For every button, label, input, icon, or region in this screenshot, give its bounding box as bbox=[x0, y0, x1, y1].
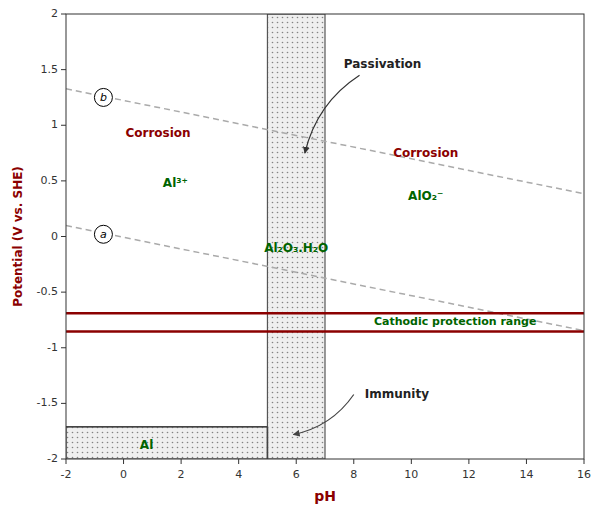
x-tick bbox=[468, 459, 469, 464]
y-tick-label: -1.5 bbox=[37, 396, 58, 409]
y-tick-label: 1.5 bbox=[41, 63, 59, 76]
y-tick bbox=[61, 347, 66, 348]
x-tick bbox=[584, 459, 585, 464]
x-tick-label: 0 bbox=[120, 468, 127, 481]
region-hatch bbox=[66, 427, 267, 459]
x-tick bbox=[123, 459, 124, 464]
page: {"chart_data": { "type": "line", "xlabel… bbox=[0, 0, 600, 511]
x-tick bbox=[411, 459, 412, 464]
x-tick-label: 8 bbox=[350, 468, 357, 481]
line-tag-label: b bbox=[100, 91, 107, 104]
y-tick bbox=[61, 180, 66, 181]
y-tick-label: 0.5 bbox=[41, 174, 59, 187]
y-tick bbox=[61, 403, 66, 404]
x-tick-label: 16 bbox=[577, 468, 591, 481]
series-line bbox=[66, 89, 584, 194]
horizontal-line bbox=[66, 330, 584, 333]
annotation: Al bbox=[140, 438, 153, 452]
y-tick-label: -0.5 bbox=[37, 285, 58, 298]
x-tick-label: 14 bbox=[519, 468, 533, 481]
x-tick-label: 12 bbox=[462, 468, 476, 481]
range-label: Cathodic protection range bbox=[374, 315, 537, 328]
annotation: Al³⁺ bbox=[163, 176, 188, 190]
x-tick bbox=[526, 459, 527, 464]
y-axis-label: Potential (V vs. SHE) bbox=[11, 166, 25, 307]
plot-background bbox=[66, 14, 584, 459]
y-tick-label: 1 bbox=[51, 118, 58, 131]
y-tick-label: 0 bbox=[51, 230, 58, 243]
x-tick bbox=[353, 459, 354, 464]
x-tick bbox=[296, 459, 297, 464]
annotation: Al₂O₃.H₂O bbox=[264, 241, 328, 255]
arrow bbox=[305, 75, 360, 153]
annotation: Passivation bbox=[344, 57, 422, 71]
series-line bbox=[267, 427, 269, 459]
line-tag-circle bbox=[94, 225, 112, 243]
x-axis-label: pH bbox=[314, 488, 336, 504]
y-tick bbox=[61, 14, 66, 15]
plot-area bbox=[66, 14, 584, 459]
x-tick-label: 6 bbox=[293, 468, 300, 481]
x-tick bbox=[66, 459, 67, 464]
annotation: Corrosion bbox=[125, 126, 190, 140]
x-tick-label: 2 bbox=[178, 468, 185, 481]
region bbox=[66, 427, 267, 459]
annotation: Immunity bbox=[365, 387, 429, 401]
annotation: Corrosion bbox=[393, 146, 458, 160]
y-tick bbox=[61, 125, 66, 126]
arrow bbox=[293, 394, 353, 434]
x-tick-label: 4 bbox=[235, 468, 242, 481]
chart: -2 0 2 4 6 8 10 12 14 16 -2 -1.5 -1 -0.5 0 0.5 1 1.5 2 pH Po… bbox=[0, 0, 600, 511]
x-tick-label: -2 bbox=[61, 468, 72, 481]
region-hatch bbox=[267, 14, 325, 459]
annotation: AlO₂⁻ bbox=[408, 189, 443, 203]
series-line bbox=[66, 226, 584, 331]
y-tick-label: -1 bbox=[47, 341, 58, 354]
y-tick bbox=[61, 459, 66, 460]
y-tick bbox=[61, 236, 66, 237]
y-tick bbox=[61, 69, 66, 70]
x-tick bbox=[238, 459, 239, 464]
line-tag-label: a bbox=[100, 228, 107, 241]
y-tick-label: -2 bbox=[47, 452, 58, 465]
region bbox=[267, 14, 325, 459]
y-tick bbox=[61, 292, 66, 293]
y-tick-label: 2 bbox=[51, 7, 58, 20]
x-tick-label: 10 bbox=[404, 468, 418, 481]
series-line bbox=[66, 426, 267, 428]
x-tick bbox=[181, 459, 182, 464]
line-tag-circle bbox=[94, 88, 112, 106]
plot-frame bbox=[66, 14, 584, 459]
